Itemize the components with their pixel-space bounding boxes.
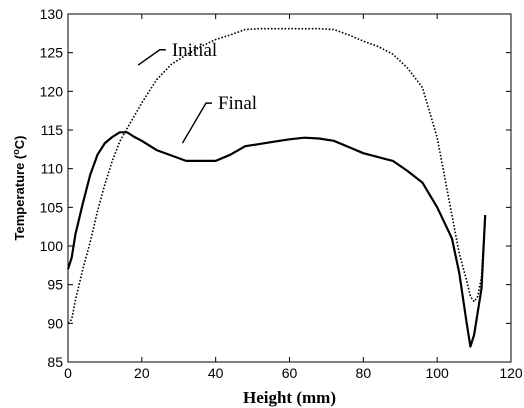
y-tick-label: 95 bbox=[47, 277, 63, 293]
x-tick-label: 0 bbox=[64, 365, 72, 381]
y-tick-label: 110 bbox=[41, 161, 64, 177]
plot-area bbox=[67, 13, 512, 363]
annotation-label-final: Final bbox=[218, 93, 257, 114]
y-axis-title-superscript: o bbox=[11, 149, 21, 155]
annotations-group: Initial Final bbox=[137, 40, 257, 144]
y-axis-title-suffix: C) bbox=[12, 136, 27, 150]
annotation-leader-initial bbox=[137, 49, 166, 66]
x-tick-label: 120 bbox=[499, 365, 523, 381]
y-tick-label: 130 bbox=[40, 6, 64, 22]
annotation-label-initial: Initial bbox=[172, 40, 217, 61]
x-axis-title: Height (mm) bbox=[243, 388, 336, 407]
x-tick-label: 60 bbox=[282, 365, 298, 381]
axis-ticks: 0 20 40 60 80 100 120 85 90 95 100 105 110 115 120 125 1… bbox=[40, 6, 523, 381]
y-axis-title-prefix: Temperature ( bbox=[12, 154, 27, 240]
series-line-initial bbox=[67, 27, 486, 324]
y-axis-title: Temperature (oC) bbox=[11, 136, 27, 241]
y-tick-label: 105 bbox=[40, 199, 64, 215]
x-tick-label: 40 bbox=[208, 365, 224, 381]
y-tick-label: 85 bbox=[47, 354, 63, 370]
x-tick-label: 20 bbox=[134, 365, 150, 381]
x-tick-label: 100 bbox=[425, 365, 449, 381]
y-tick-label: 100 bbox=[40, 238, 64, 254]
series-group bbox=[66, 27, 487, 348]
y-tick-label: 125 bbox=[40, 45, 64, 61]
series-line-final bbox=[66, 131, 487, 348]
y-tick-label: 90 bbox=[47, 315, 63, 331]
y-tick-label: 115 bbox=[41, 122, 64, 138]
x-tick-label: 80 bbox=[356, 365, 372, 381]
y-tick-label: 120 bbox=[40, 83, 64, 99]
annotation-leader-final bbox=[181, 102, 212, 144]
